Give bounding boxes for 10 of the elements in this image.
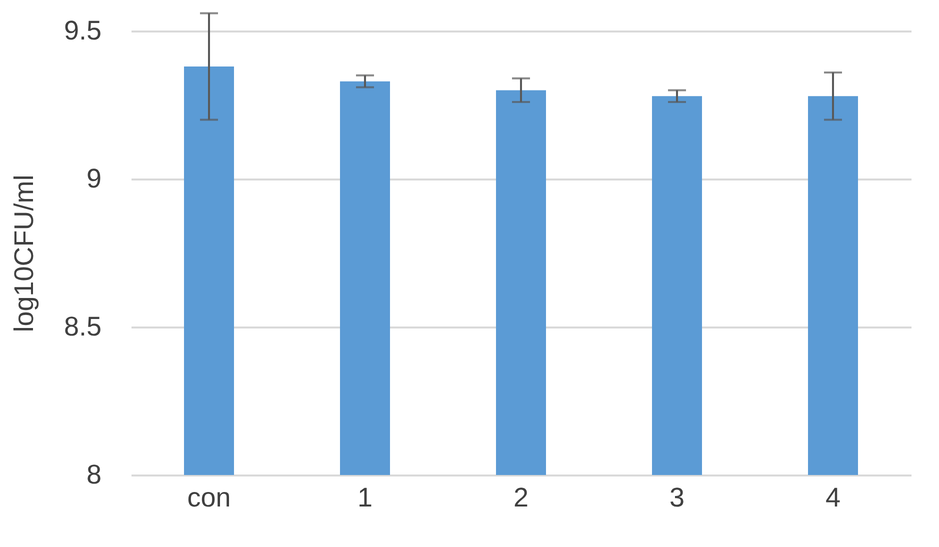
y-tick-label: 9 bbox=[86, 164, 102, 194]
x-tick-label: 1 bbox=[357, 482, 373, 512]
x-tick-label: con bbox=[187, 482, 231, 512]
y-tick-label: 8.5 bbox=[64, 312, 102, 342]
y-axis-title: log10CFU/ml bbox=[8, 174, 39, 332]
x-tick-label: 4 bbox=[825, 482, 841, 512]
y-tick-label: 9.5 bbox=[64, 16, 102, 46]
x-tick-label: 3 bbox=[669, 482, 685, 512]
y-tick-label: 8 bbox=[86, 460, 102, 490]
x-tick-label: 2 bbox=[513, 482, 529, 512]
